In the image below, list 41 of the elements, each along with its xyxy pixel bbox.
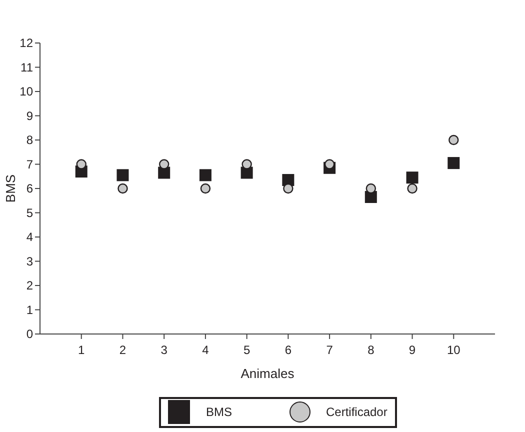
point [406,172,418,184]
y-axis-title: BMS [3,174,18,203]
x-tick-label: 9 [408,343,416,357]
x-tick-label: 5 [243,343,250,357]
x-axis-title: Animales [240,366,295,381]
x-tick-label: 7 [326,343,334,357]
point [448,134,459,146]
legend-label: Certificador [326,405,388,420]
y-tick-label: 3 [26,254,34,268]
x-tick-label: 2 [119,343,126,357]
point [242,159,252,170]
x-tick-label: 6 [284,343,292,357]
point [118,183,128,194]
point [199,169,212,182]
x-tick-label: 4 [202,343,210,357]
y-tick-label: 12 [20,36,34,50]
x-tick-label: 1 [78,343,86,357]
y-tick-label: 5 [26,206,34,220]
y-tick-label: 0 [26,327,34,342]
y-tick-label: 2 [26,278,34,293]
x-tick-label: 3 [160,343,168,357]
y-tick-label: 6 [26,182,34,196]
point [407,183,418,194]
y-tick-label: 9 [26,108,34,123]
legend-label: BMS [206,405,232,420]
point [448,157,460,170]
point [158,159,170,170]
point [76,159,86,170]
x-tick-label: 10 [446,343,461,357]
point [283,183,294,194]
y-tick-label: 7 [26,157,34,172]
point [324,159,335,170]
y-tick-label: 4 [26,230,34,244]
y-tick-label: 8 [26,133,34,148]
point [366,183,376,194]
y-tick-label: 1 [26,302,34,317]
point [116,169,129,182]
y-tick-label: 10 [20,84,34,99]
x-tick-label: 8 [368,343,375,357]
y-tick-label: 11 [20,60,34,74]
point [200,183,211,194]
